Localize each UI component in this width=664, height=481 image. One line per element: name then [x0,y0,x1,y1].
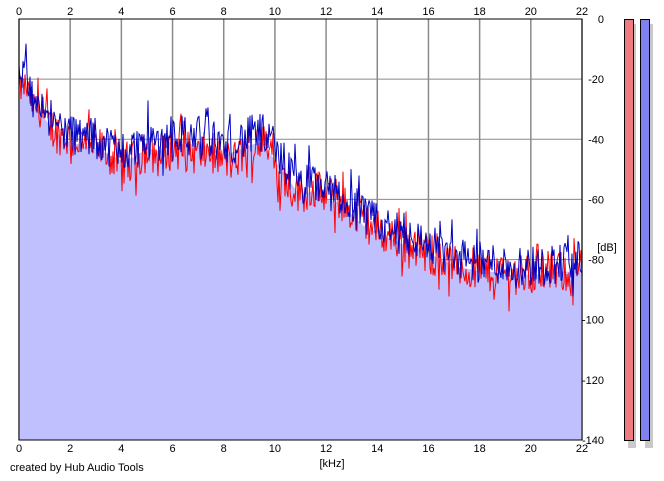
x-tick-label-bottom: 0 [16,443,22,455]
x-tick-label-top: 8 [221,6,227,18]
spectrum-fill-area [19,82,582,440]
x-axis-label: [kHz] [319,458,344,470]
y-tick-label: -60 [588,194,604,206]
x-tick-label-bottom: 12 [320,443,332,455]
y-tick-label: -140 [582,435,604,447]
x-tick-label-top: 4 [118,6,124,18]
y-tick-label: -120 [582,375,604,387]
x-tick-label-top: 10 [269,6,281,18]
y-tick-label: -40 [588,134,604,146]
x-tick-label-top: 0 [16,6,22,18]
left-channel-meter [624,19,634,441]
series-layer [18,43,583,312]
x-tick-label-top: 12 [320,6,332,18]
x-tick-label-bottom: 8 [221,443,227,455]
y-axis-label: [dB] [597,242,617,254]
x-tick-label-bottom: 6 [169,443,175,455]
x-tick-label-top: 6 [169,6,175,18]
x-tick-label-top: 14 [371,6,383,18]
credit-text: created by Hub Audio Tools [10,462,144,474]
x-tick-label-top: 20 [525,6,537,18]
y-tick-label: -80 [588,255,604,267]
x-tick-label-top: 18 [474,6,486,18]
x-tick-label-bottom: 22 [576,443,588,455]
x-tick-label-top: 2 [67,6,73,18]
x-tick-label-bottom: 16 [422,443,434,455]
x-tick-label-bottom: 4 [118,443,124,455]
y-tick-label: -100 [582,315,604,327]
x-tick-label-bottom: 18 [474,443,486,455]
x-tick-label-bottom: 14 [371,443,383,455]
x-tick-label-bottom: 20 [525,443,537,455]
x-tick-label-top: 22 [576,6,588,18]
right-channel-meter [640,19,650,441]
y-tick-label: 0 [598,14,604,26]
x-tick-label-top: 16 [422,6,434,18]
y-tick-label: -20 [588,74,604,86]
plot-border [18,18,583,441]
series-line-red [18,74,583,312]
tick-labels: 002244668810101212141416161818202022220-… [16,6,604,455]
x-tick-label-bottom: 2 [67,443,73,455]
series-line-blue [18,43,583,297]
x-tick-label-bottom: 10 [269,443,281,455]
